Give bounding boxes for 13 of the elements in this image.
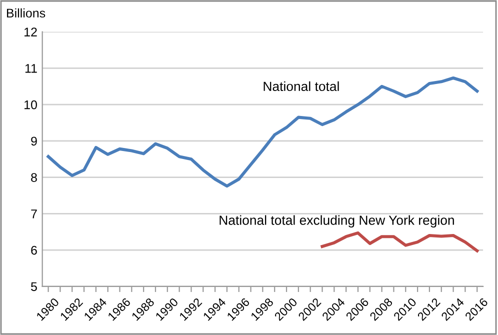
y-tick-label: 5: [31, 282, 37, 292]
series-label: National total: [264, 81, 339, 92]
y-axis-title: Billions: [7, 8, 46, 18]
y-tick-label: 9: [31, 136, 37, 146]
y-tick-label: 7: [31, 210, 37, 218]
series-label: National total excluding New York region: [220, 215, 454, 228]
y-tick-label: 12: [24, 28, 37, 36]
y-tick-label: 10: [24, 100, 37, 110]
y-tick-label: 8: [31, 173, 37, 182]
y-tick-label: 6: [31, 246, 37, 255]
line-series: [46, 76, 479, 188]
y-tick-label: 11: [25, 64, 37, 73]
line-series: [320, 231, 479, 252]
